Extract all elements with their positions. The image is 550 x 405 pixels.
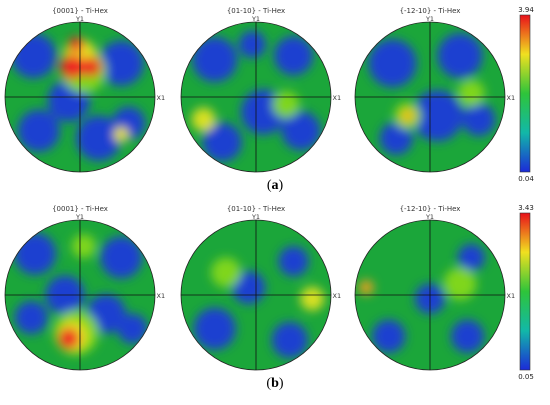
colorbar-max-label: 3.43 [518, 204, 534, 212]
pole-title: {-12-10} - Ti-Hex [400, 7, 461, 15]
colorbar: 3.43 0.05 [518, 204, 534, 381]
colorbar-gradient [519, 14, 531, 173]
pole-title: {-12-10} - Ti-Hex [400, 205, 461, 213]
intensity-blob [451, 319, 484, 353]
intensity-blob [437, 33, 483, 79]
intensity-blob [412, 90, 463, 142]
intensity-blob [457, 79, 485, 107]
colorbar-min-label: 0.04 [518, 175, 534, 183]
intensity-blob [462, 103, 496, 136]
intensity-blob [191, 107, 216, 132]
pole-title: {0001} - Ti-Hex [52, 205, 108, 213]
x-axis-label: X1 [507, 292, 516, 300]
x-axis-label: X1 [157, 94, 166, 102]
x-axis-label: X1 [507, 94, 516, 102]
intensity-blob [278, 246, 309, 277]
intensity-blob [358, 280, 374, 295]
intensity-blob [68, 37, 84, 52]
colorbar: 3.94 0.04 [518, 6, 534, 183]
y-axis-label: Y1 [251, 213, 260, 221]
intensity-blob [232, 271, 265, 304]
intensity-blob [300, 286, 325, 311]
intensity-blob [238, 31, 266, 58]
x-axis-label: X1 [333, 292, 342, 300]
y-axis-label: Y1 [425, 213, 434, 221]
intensity-blob [379, 121, 413, 155]
caption-b: (b) [266, 376, 284, 391]
intensity-blob [272, 91, 300, 118]
intensity-blob [98, 40, 144, 86]
y-axis-label: Y1 [251, 15, 260, 23]
intensity-blob [443, 267, 477, 301]
intensity-blob [100, 236, 143, 279]
x-axis-label: X1 [157, 292, 166, 300]
intensity-blob [271, 322, 308, 358]
intensity-blob [368, 39, 417, 88]
intensity-blob [211, 257, 241, 288]
intensity-blob [281, 111, 321, 151]
intensity-blob [400, 108, 415, 124]
intensity-blob [14, 301, 48, 334]
y-axis-label: Y1 [75, 213, 84, 221]
intensity-blob [58, 328, 80, 349]
intensity-blob [113, 127, 129, 142]
intensity-blob [274, 36, 313, 76]
caption-a: (a) [266, 178, 284, 193]
x-axis-label: X1 [333, 94, 342, 102]
colorbar-gradient [519, 212, 531, 371]
intensity-blob [76, 115, 122, 161]
pole-title: {0001} - Ti-Hex [52, 7, 108, 15]
intensity-blob [457, 244, 485, 271]
intensity-blob [14, 232, 56, 275]
intensity-blob [202, 122, 242, 162]
intensity-blob [192, 37, 238, 82]
colorbar-min-label: 0.05 [518, 373, 534, 381]
y-axis-label: Y1 [75, 15, 84, 23]
y-axis-label: Y1 [425, 15, 434, 23]
intensity-blob [17, 109, 60, 152]
intensity-blob [372, 319, 406, 353]
intensity-blob [71, 234, 96, 259]
intensity-blob [60, 55, 85, 79]
intensity-blob [193, 307, 236, 350]
colorbar-max-label: 3.94 [518, 6, 534, 14]
intensity-blob [117, 313, 148, 344]
pole-title: {01-10} - Ti-Hex [227, 205, 285, 213]
pole-title: {01-10} - Ti-Hex [227, 7, 285, 15]
intensity-blob [81, 57, 101, 77]
